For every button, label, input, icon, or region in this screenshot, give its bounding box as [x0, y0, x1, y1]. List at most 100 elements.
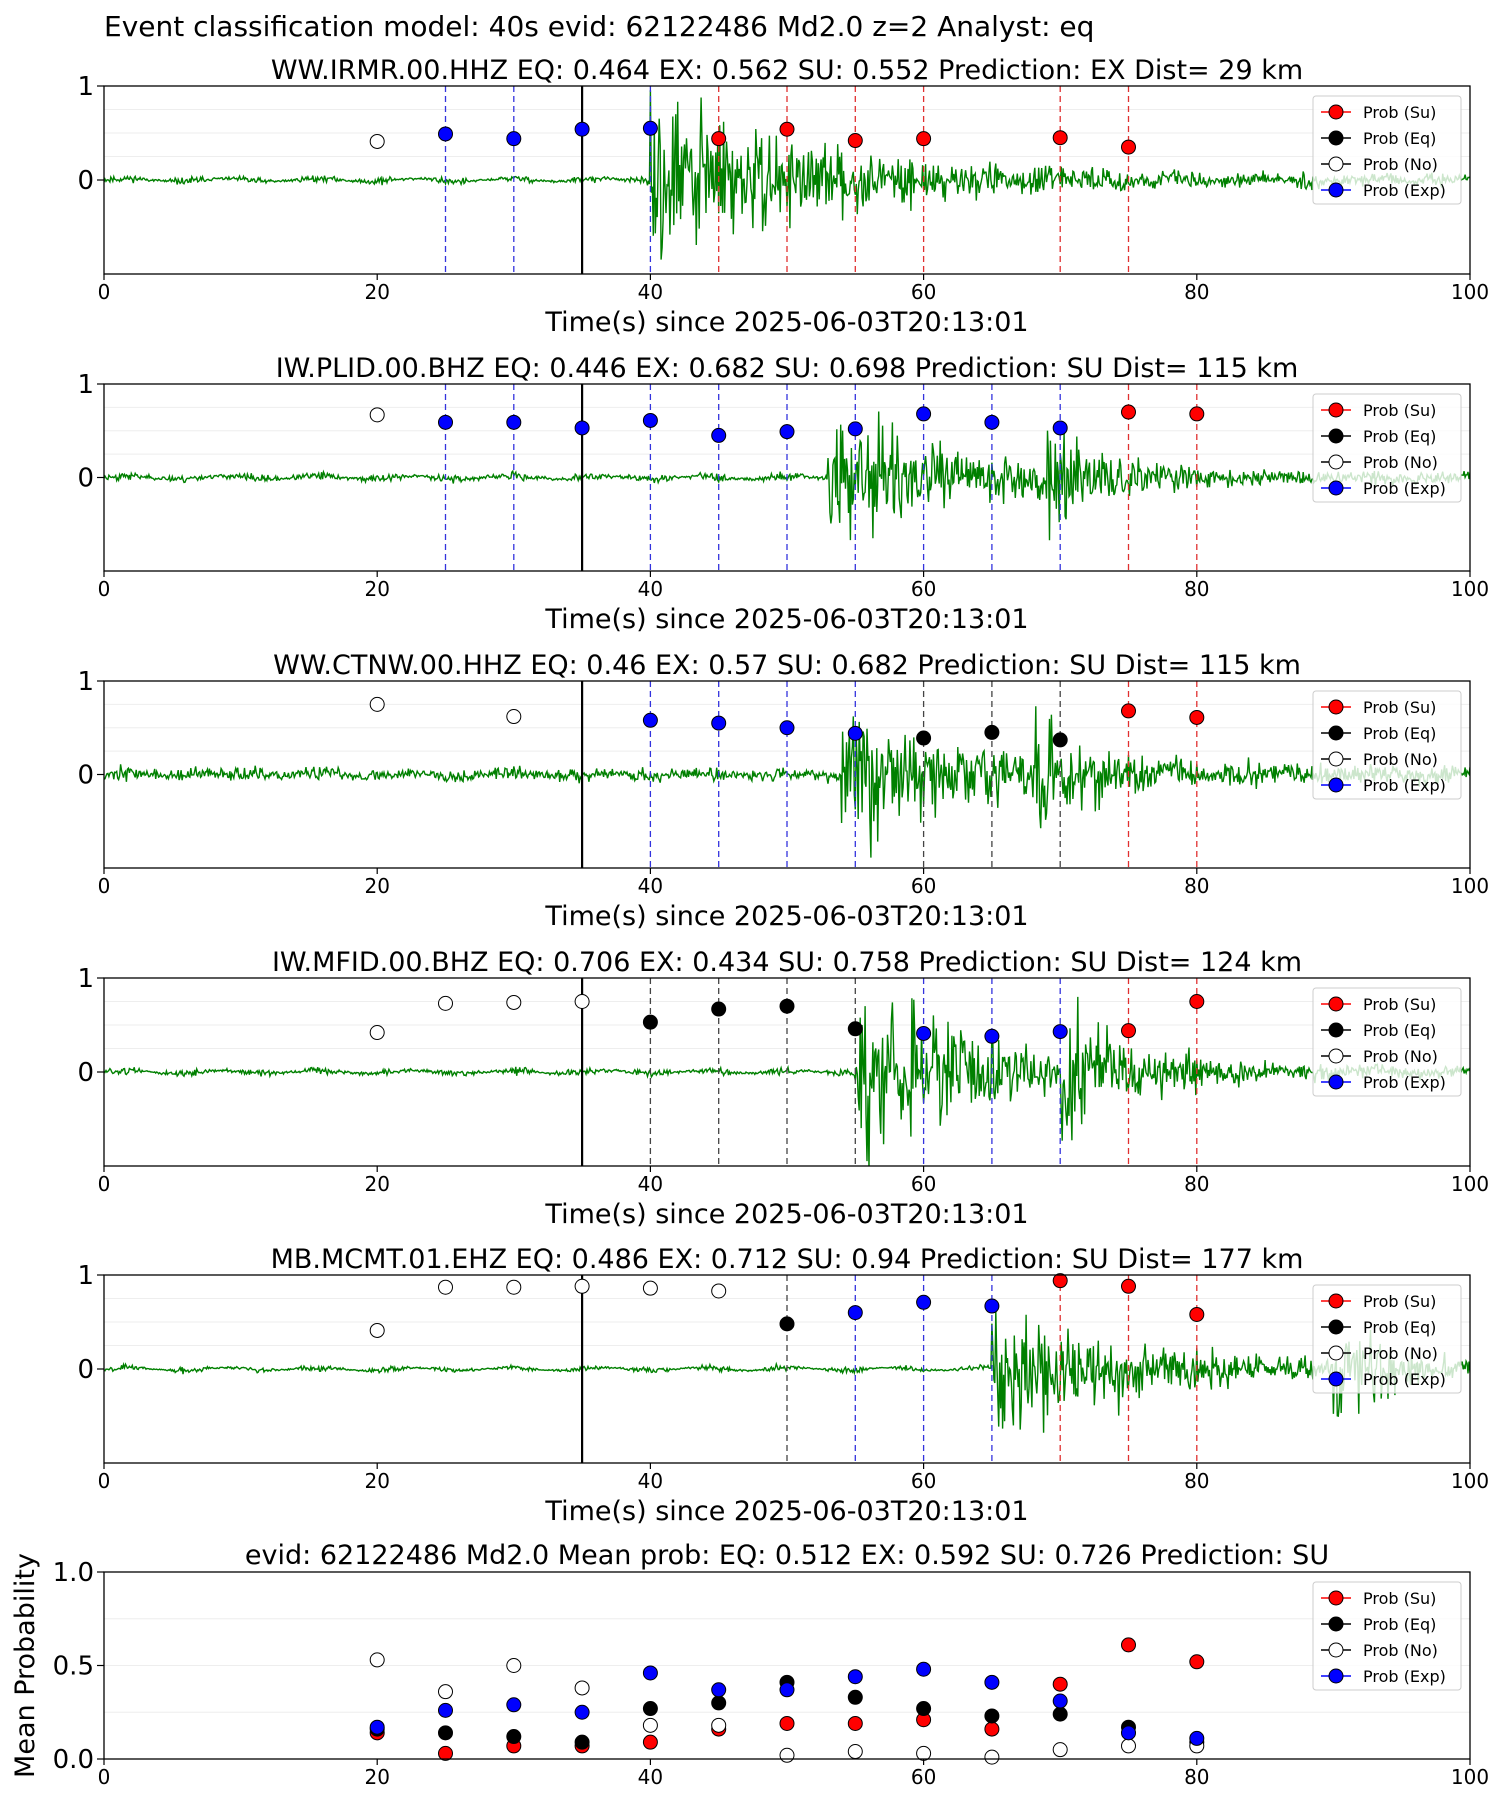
data-point-su	[1121, 1278, 1136, 1294]
data-point-su	[1121, 139, 1136, 155]
y-tick-label: 1	[77, 1261, 94, 1291]
y-tick-label: 0	[77, 1355, 94, 1385]
x-axis-label: Time(s) since 2025-06-03T20:13:01	[544, 1496, 1028, 1527]
x-tick-label: 40	[638, 280, 663, 304]
data-point-exp	[984, 1298, 1000, 1314]
data-point-exp	[847, 725, 863, 741]
legend-entry-eq: Prob (Eq)	[1363, 427, 1436, 446]
legend-entry-no: Prob (No)	[1363, 1047, 1438, 1066]
mean-point-su	[438, 1745, 453, 1761]
mean-point-eq	[506, 1729, 522, 1745]
x-tick-label: 20	[364, 874, 389, 898]
y-tick-label: 1	[77, 370, 94, 400]
x-tick-label: 100	[1451, 577, 1489, 601]
legend-entry-no: Prob (No)	[1363, 155, 1438, 174]
waveform-trace	[104, 90, 1470, 260]
data-point-exp	[916, 406, 932, 422]
y-tick-label: 0.0	[53, 1745, 94, 1775]
data-point-exp	[916, 1025, 932, 1041]
x-axis-label: Time(s) since 2025-06-03T20:13:01	[544, 1199, 1028, 1230]
legend-frame	[1312, 987, 1462, 1097]
data-point-su	[1189, 406, 1205, 422]
legend-entry-exp: Prob (Exp)	[1363, 1370, 1446, 1389]
data-point-no	[369, 1322, 385, 1338]
data-point-su	[1189, 994, 1205, 1009]
data-point-su	[1121, 703, 1136, 719]
mean-probability-panel: Prob (Su) Prob (Eq) Prob (No) Prob (Exp) 1.0…	[10, 1540, 1489, 1789]
data-point-exp	[642, 712, 658, 728]
x-tick-label: 60	[911, 874, 936, 898]
legend-marker-eq	[1328, 725, 1344, 741]
legend-entry-eq: Prob (Eq)	[1363, 129, 1436, 148]
mean-point-su	[1189, 1654, 1205, 1670]
data-point-su	[1052, 1273, 1068, 1289]
legend-marker-su	[1328, 104, 1344, 120]
mean-point-exp	[847, 1669, 863, 1685]
data-point-no	[369, 407, 385, 423]
legend-marker-exp	[1328, 1371, 1344, 1387]
legend: Prob (Su) Prob (Eq) Prob (No) Prob (Exp)	[1312, 987, 1462, 1097]
mean-point-exp	[779, 1682, 795, 1698]
legend-entry-exp: Prob (Exp)	[1363, 479, 1446, 498]
legend-entry-su: Prob (Su)	[1363, 103, 1436, 122]
y-tick-label: 1	[77, 964, 94, 994]
data-point-su	[711, 131, 727, 147]
x-tick-label: 40	[638, 1765, 663, 1789]
data-point-exp	[779, 720, 795, 736]
data-point-exp	[506, 131, 522, 147]
y-tick-label: 1	[77, 667, 94, 697]
data-point-no	[506, 709, 522, 725]
data-point-eq	[779, 1316, 795, 1332]
panel-title: WW.CTNW.00.HHZ EQ: 0.46 EX: 0.57 SU: 0.6…	[273, 650, 1301, 681]
data-point-no	[438, 995, 453, 1011]
data-point-exp	[506, 414, 522, 430]
data-point-exp	[847, 1305, 863, 1321]
mean-point-su	[1052, 1676, 1068, 1692]
mean-point-eq	[847, 1689, 863, 1705]
legend-entry-su: Prob (Su)	[1363, 995, 1436, 1014]
mean-point-exp	[642, 1665, 658, 1681]
data-point-exp	[574, 121, 590, 137]
x-tick-label: 20	[364, 280, 389, 304]
y-tick-label: 0	[77, 166, 94, 196]
x-tick-label: 100	[1451, 1765, 1489, 1789]
legend-marker-no	[1328, 1048, 1344, 1064]
mean-point-eq	[916, 1701, 932, 1717]
mean-point-su	[984, 1721, 1000, 1737]
mean-point-exp	[1189, 1730, 1205, 1746]
mean-point-su	[642, 1734, 658, 1750]
data-point-exp	[711, 427, 727, 443]
data-point-exp	[847, 421, 863, 437]
data-point-no	[506, 994, 522, 1010]
legend-entry-no: Prob (No)	[1363, 750, 1438, 769]
legend-frame	[1312, 95, 1462, 205]
x-tick-label: 100	[1451, 1469, 1489, 1493]
waveform-trace	[104, 411, 1470, 541]
legend-marker-su	[1328, 699, 1344, 715]
mean-point-no	[984, 1749, 1000, 1765]
legend-marker-no	[1328, 156, 1344, 172]
legend-entry-su: Prob (Su)	[1363, 401, 1436, 420]
mean-point-exp	[984, 1674, 1000, 1690]
legend-marker-eq	[1328, 428, 1344, 444]
mean-point-no	[916, 1745, 932, 1761]
legend-entry-su: Prob (Su)	[1363, 1589, 1436, 1608]
x-tick-label: 0	[98, 1172, 111, 1196]
mean-point-exp	[711, 1682, 727, 1698]
data-point-eq	[1052, 732, 1068, 748]
data-point-eq	[847, 1021, 863, 1037]
legend: Prob (Su) Prob (Eq) Prob (No) Prob (Exp)	[1312, 1284, 1462, 1394]
legend-marker-exp	[1328, 1668, 1344, 1684]
legend-marker-su	[1328, 402, 1344, 418]
legend-marker-no	[1328, 1345, 1344, 1361]
x-tick-label: 60	[911, 1469, 936, 1493]
mean-panel-title: evid: 62122486 Md2.0 Mean prob: EQ: 0.51…	[245, 1540, 1329, 1571]
data-point-exp	[642, 412, 658, 428]
x-tick-label: 100	[1451, 1172, 1489, 1196]
mean-point-exp	[1052, 1693, 1068, 1709]
legend-entry-exp: Prob (Exp)	[1363, 776, 1446, 795]
mean-point-exp	[916, 1661, 932, 1677]
y-tick-label: 1	[77, 72, 94, 102]
data-point-no	[711, 1283, 727, 1299]
